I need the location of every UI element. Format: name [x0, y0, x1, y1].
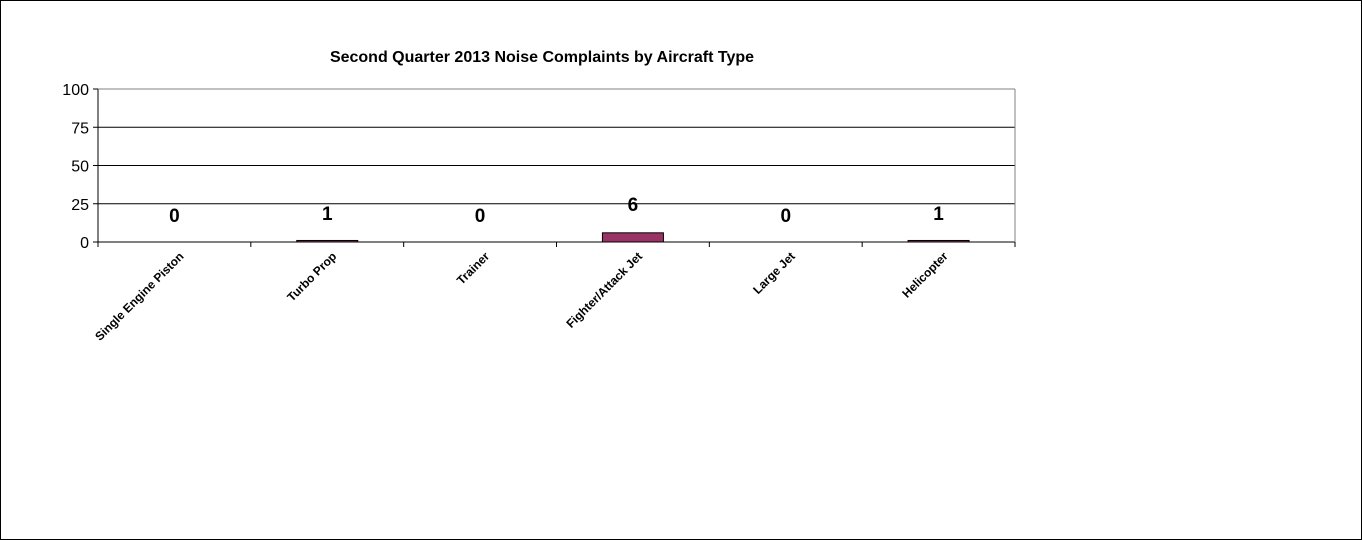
- x-tick-label: Trainer: [454, 249, 492, 287]
- y-tick-label: 75: [71, 120, 89, 137]
- y-tick-label: 50: [71, 159, 89, 176]
- data-label: 6: [628, 195, 639, 216]
- x-tick-label: Turbo Prop: [284, 249, 339, 304]
- data-label: 1: [933, 204, 944, 225]
- data-labels: 0 1 0 6 0 1: [169, 195, 944, 227]
- data-label: 0: [169, 206, 180, 227]
- x-tick-label: Helicopter: [899, 249, 951, 301]
- bar: [601, 232, 664, 243]
- y-axis-ticks: 0 25 50 75 100: [62, 82, 98, 252]
- gridlines: [98, 88, 1015, 205]
- data-label: 0: [780, 206, 791, 227]
- x-axis-ticks: Single Engine Piston Turbo Prop Trainer Fig…: [92, 242, 1016, 344]
- data-label: 0: [475, 206, 486, 227]
- y-tick-label: 0: [80, 235, 89, 252]
- data-label: 1: [322, 204, 333, 225]
- x-tick-label: Single Engine Piston: [92, 249, 186, 343]
- y-tick-label: 100: [62, 82, 89, 99]
- bars: [296, 232, 970, 243]
- chart-title: Second Quarter 2013 Noise Complaints by …: [330, 49, 754, 66]
- x-tick-label: Large Jet: [750, 249, 798, 297]
- y-tick-label: 25: [71, 197, 89, 214]
- x-tick-label: Fighter/Attack Jet: [563, 249, 645, 331]
